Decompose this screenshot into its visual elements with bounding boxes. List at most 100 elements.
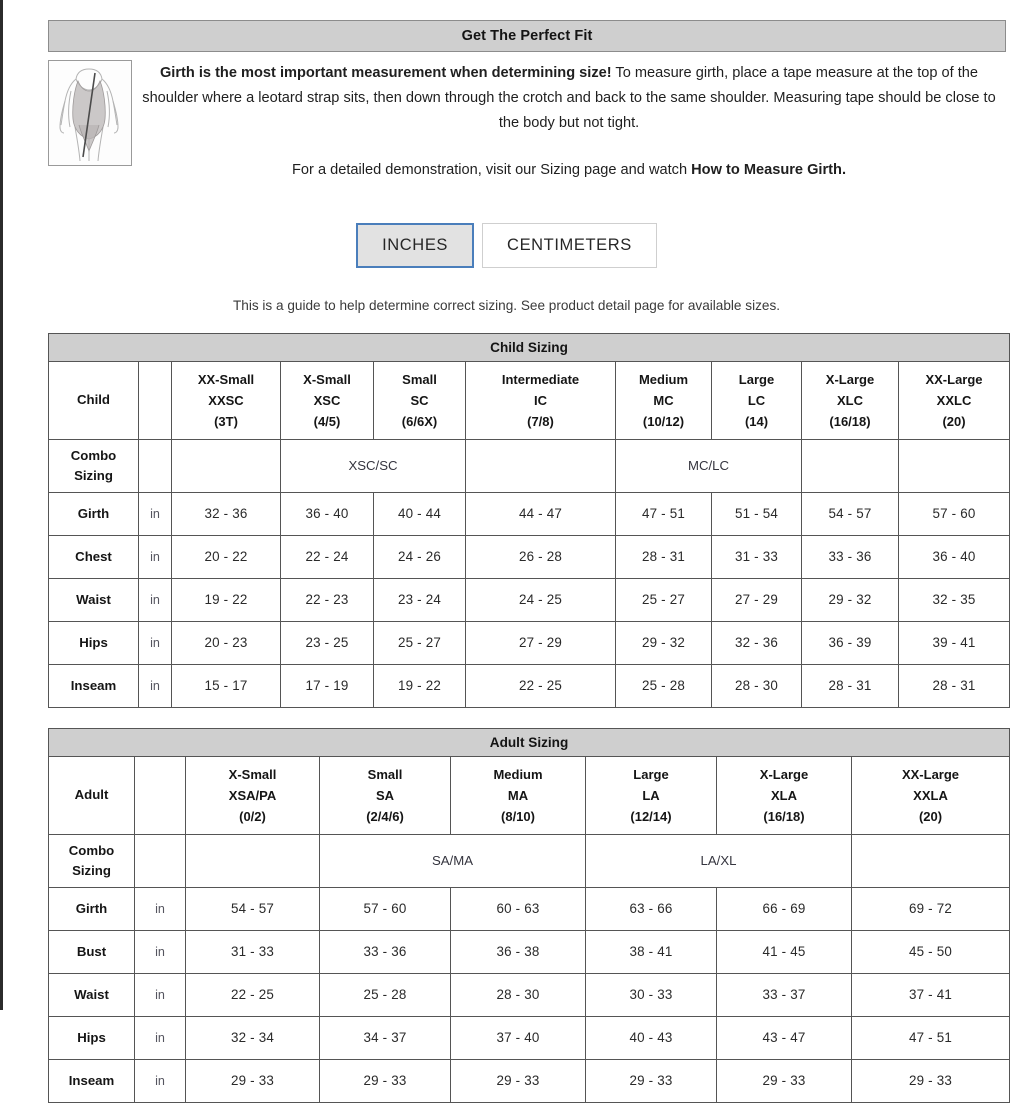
child-combo-cell-1: XSC/SC (280, 438, 466, 493)
child-cell-inseam-5: 28 - 30 (711, 663, 802, 708)
child-row-label-chest: Chest (48, 534, 139, 579)
adult-row-label-header: Adult (48, 755, 135, 835)
unit-button-inches[interactable]: INCHES (356, 223, 475, 268)
child-combo-cell-4 (801, 438, 899, 493)
adult-cell-girth-2: 60 - 63 (450, 886, 586, 931)
child-cell-girth-2: 40 - 44 (373, 491, 466, 536)
child-row-label-header: Child (48, 360, 139, 440)
table-row: Hips in 20 - 23 23 - 25 25 - 27 27 - 29 29 - 3… (48, 620, 1010, 665)
child-col-header-mc: Medium MC (10/12) (615, 360, 712, 440)
adult-cell-bust-0: 31 - 33 (185, 929, 320, 974)
child-cell-girth-3: 44 - 47 (465, 491, 616, 536)
child-cell-inseam-7: 28 - 31 (897, 663, 1010, 708)
child-combo-row: Combo Sizing XSC/SC MC/LC (48, 438, 1010, 493)
child-cell-chest-7: 36 - 40 (897, 534, 1010, 579)
guide-note: This is a guide to help determine correc… (232, 297, 781, 313)
child-row-unit-girth: in (138, 491, 172, 536)
adult-cell-girth-5: 69 - 72 (850, 886, 1010, 931)
child-cell-waist-1: 22 - 23 (280, 577, 374, 622)
child-cell-girth-1: 36 - 40 (280, 491, 374, 536)
child-row-unit-inseam: in (138, 663, 172, 708)
adult-sizing-table: Adult Sizing Adult X-Small XSA/PA (0/2) Small… (47, 727, 1010, 1103)
adult-cell-girth-0: 54 - 57 (185, 886, 320, 931)
table-row: Girth in 54 - 57 57 - 60 60 - 63 63 - 66 66 - … (48, 886, 1010, 931)
adult-col-header-xla: X-Large XLA (16/18) (716, 755, 852, 835)
adult-combo-cell-1: SA/MA (319, 833, 586, 888)
adult-cell-waist-3: 30 - 33 (585, 972, 717, 1017)
table-row: Waist in 19 - 22 22 - 23 23 - 24 24 - 25 25 - … (48, 577, 1010, 622)
adult-header-row: Adult X-Small XSA/PA (0/2) Small SA (2/4/6) Med… (48, 755, 1010, 835)
adult-cell-girth-1: 57 - 60 (319, 886, 451, 931)
child-combo-label: Combo Sizing (48, 438, 139, 493)
child-cell-hips-5: 32 - 36 (711, 620, 802, 665)
child-cell-girth-7: 57 - 60 (897, 491, 1010, 536)
adult-row-unit-inseam: in (134, 1058, 186, 1103)
child-cell-hips-6: 36 - 39 (801, 620, 899, 665)
table-row: Chest in 20 - 22 22 - 24 24 - 26 26 - 28 28 - … (48, 534, 1010, 579)
child-title-row: Child Sizing (47, 332, 1010, 362)
demo-prefix: For a detailed demonstration, visit our … (292, 162, 692, 178)
adult-sizing-table-wrap: Adult Sizing Adult X-Small XSA/PA (0/2) Small… (47, 727, 1010, 1103)
adult-cell-inseam-5: 29 - 33 (850, 1058, 1010, 1103)
adult-cell-inseam-3: 29 - 33 (585, 1058, 717, 1103)
adult-col-header-ma: Medium MA (8/10) (450, 755, 586, 835)
adult-cell-bust-3: 38 - 41 (585, 929, 717, 974)
unit-toggle-group[interactable]: INCHES CENTIMETERS (3, 223, 1010, 268)
child-cell-girth-0: 32 - 36 (171, 491, 281, 536)
table-row: Hips in 32 - 34 34 - 37 37 - 40 40 - 43 43 - 4… (48, 1015, 1010, 1060)
adult-row-unit-waist: in (134, 972, 186, 1017)
adult-cell-girth-3: 63 - 66 (585, 886, 717, 931)
table-row: Inseam in 15 - 17 17 - 19 19 - 22 22 - 25 25 -… (48, 663, 1010, 708)
adult-combo-row: Combo Sizing SA/MA LA/XL (48, 833, 1010, 888)
child-cell-hips-4: 29 - 32 (615, 620, 712, 665)
child-cell-chest-2: 24 - 26 (373, 534, 466, 579)
child-combo-cell-5 (897, 438, 1010, 493)
adult-cell-hips-1: 34 - 37 (319, 1015, 451, 1060)
adult-combo-unit (134, 833, 186, 888)
child-combo-cell-3: MC/LC (615, 438, 802, 493)
unit-button-centimeters[interactable]: CENTIMETERS (482, 223, 657, 268)
table-row: Inseam in 29 - 33 29 - 33 29 - 33 29 - 33 29 -… (48, 1058, 1010, 1103)
demo-bold: How to Measure Girth. (691, 162, 846, 178)
adult-combo-label: Combo Sizing (48, 833, 135, 888)
intro-section: Girth is the most important measurement … (48, 59, 1006, 183)
child-cell-inseam-6: 28 - 31 (801, 663, 899, 708)
child-cell-inseam-1: 17 - 19 (280, 663, 374, 708)
child-col-header-xxlc: XX-Large XXLC (20) (897, 360, 1010, 440)
adult-combo-cell-3 (850, 833, 1010, 888)
adult-cell-girth-4: 66 - 69 (716, 886, 852, 931)
adult-row-label-waist: Waist (48, 972, 135, 1017)
adult-row-label-inseam: Inseam (48, 1058, 135, 1103)
child-cell-hips-3: 27 - 29 (465, 620, 616, 665)
child-cell-hips-2: 25 - 27 (373, 620, 466, 665)
adult-col-header-sa: Small SA (2/4/6) (319, 755, 451, 835)
child-cell-chest-3: 26 - 28 (465, 534, 616, 579)
child-cell-inseam-0: 15 - 17 (171, 663, 281, 708)
adult-cell-inseam-2: 29 - 33 (450, 1058, 586, 1103)
child-col-header-xsc: X-Small XSC (4/5) (280, 360, 374, 440)
child-row-unit-waist: in (138, 577, 172, 622)
child-col-header-ic: Intermediate IC (7/8) (465, 360, 616, 440)
child-cell-chest-0: 20 - 22 (171, 534, 281, 579)
table-row: Bust in 31 - 33 33 - 36 36 - 38 38 - 41 41 - 4… (48, 929, 1010, 974)
adult-col-header-la: Large LA (12/14) (585, 755, 717, 835)
child-cell-inseam-3: 22 - 25 (465, 663, 616, 708)
adult-cell-waist-1: 25 - 28 (319, 972, 451, 1017)
child-cell-chest-6: 33 - 36 (801, 534, 899, 579)
adult-row-label-bust: Bust (48, 929, 135, 974)
child-combo-cell-0 (171, 438, 281, 493)
child-row-label-waist: Waist (48, 577, 139, 622)
child-cell-girth-6: 54 - 57 (801, 491, 899, 536)
child-cell-waist-5: 27 - 29 (711, 577, 802, 622)
adult-col-header-xxla: XX-Large XXLA (20) (850, 755, 1010, 835)
adult-cell-hips-3: 40 - 43 (585, 1015, 717, 1060)
child-col-header-xlc: X-Large XLC (16/18) (801, 360, 899, 440)
adult-unit-header (134, 755, 186, 835)
adult-cell-hips-4: 43 - 47 (716, 1015, 852, 1060)
adult-row-unit-hips: in (134, 1015, 186, 1060)
adult-row-label-hips: Hips (48, 1015, 135, 1060)
adult-row-label-girth: Girth (48, 886, 135, 931)
adult-cell-inseam-0: 29 - 33 (185, 1058, 320, 1103)
child-combo-cell-2 (465, 438, 616, 493)
